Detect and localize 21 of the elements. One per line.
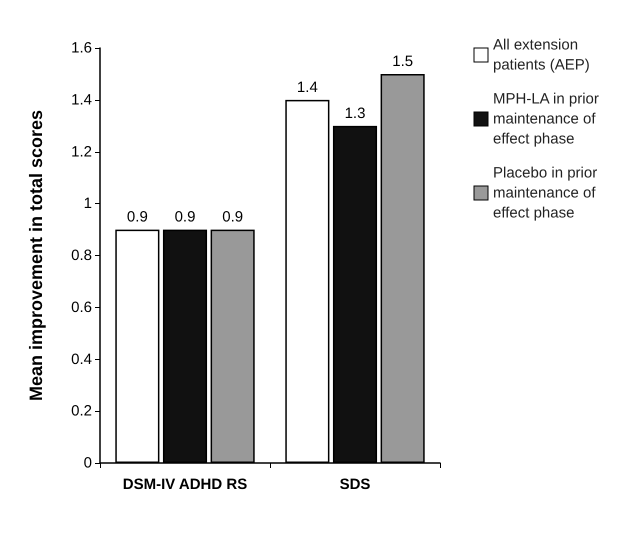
data-label: 0.9: [222, 208, 244, 226]
data-label: 0.9: [174, 208, 196, 226]
data-label: 1.5: [392, 52, 414, 70]
y-tick-label: 1.4: [71, 91, 92, 108]
y-tick-label: 0: [84, 454, 92, 472]
y-tick-label: 0.6: [71, 298, 92, 316]
legend-label: All extension patients (AEP): [493, 36, 590, 74]
data-label: 0.9: [126, 208, 148, 226]
y-tick-label: 1: [84, 195, 92, 212]
legend-label: Placebo in prior maintenance of effect phase: [493, 164, 602, 222]
y-tick-label: 1.2: [71, 143, 92, 160]
y-axis-title: Mean improvement in total scores: [26, 110, 46, 402]
y-tick-label: 0.4: [71, 350, 92, 368]
data-label: 1.4: [296, 78, 318, 96]
data-label: 1.3: [344, 104, 366, 122]
legend-label: MPH-LA in prior maintenance of effect phase: [493, 90, 604, 148]
y-tick-label: 1.6: [71, 40, 92, 56]
x-tick-label: SDS: [340, 476, 370, 493]
y-tick-label: 0.2: [71, 402, 92, 420]
x-tick-label: DSM-IV ADHD RS: [122, 476, 248, 493]
y-tick-label: 0.8: [71, 247, 92, 264]
